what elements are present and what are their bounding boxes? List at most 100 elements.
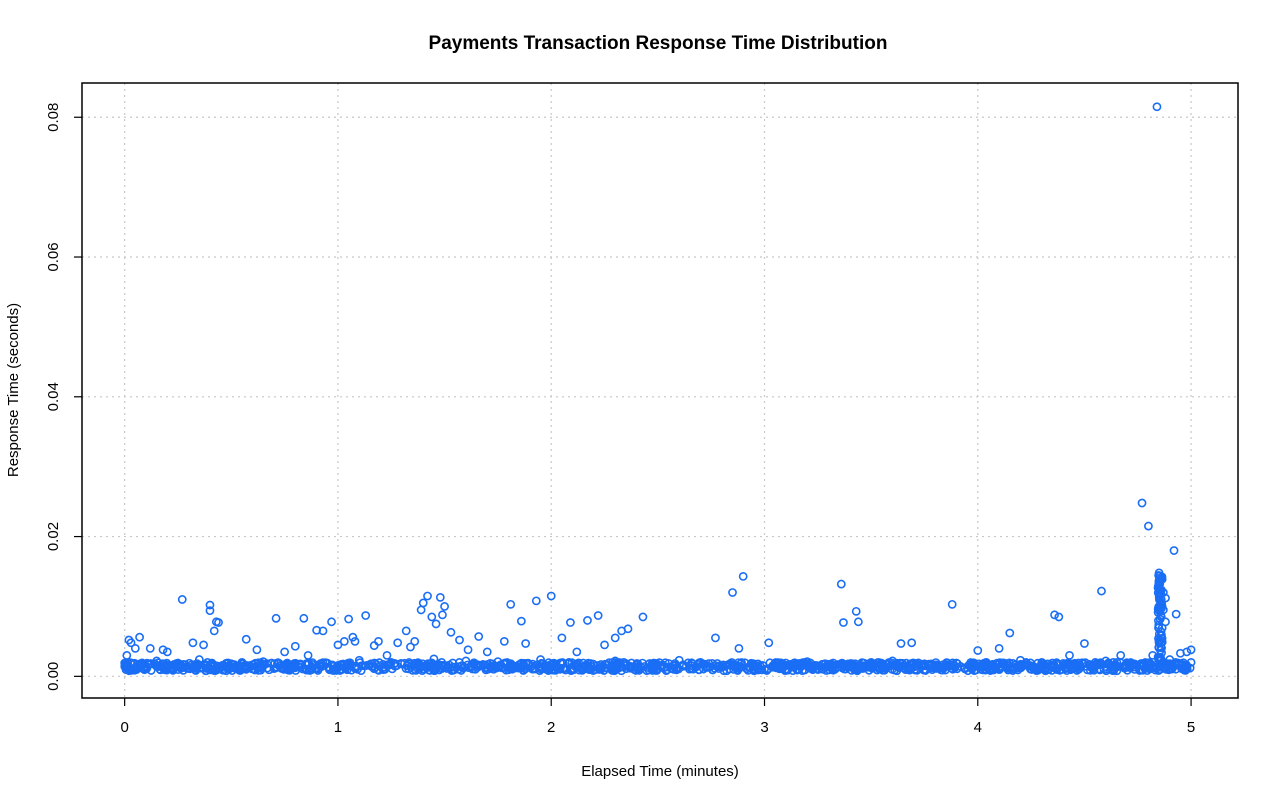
data-point <box>429 654 439 664</box>
baseline-point <box>1164 664 1174 674</box>
baseline-point <box>129 665 139 675</box>
data-point <box>1154 568 1164 578</box>
x-axis-label: Elapsed Time (minutes) <box>581 763 739 780</box>
baseline-point <box>688 659 697 669</box>
baseline-point <box>256 665 266 675</box>
baseline-point <box>719 666 729 676</box>
baseline-point <box>636 663 646 672</box>
baseline-point <box>333 662 343 672</box>
x-tick-label: 1 <box>334 719 342 736</box>
baseline-point <box>1186 658 1196 667</box>
data-point <box>130 643 140 653</box>
baseline-point <box>469 658 479 668</box>
data-point <box>344 614 354 624</box>
data-point <box>482 647 492 657</box>
data-point <box>440 602 449 611</box>
data-point <box>401 626 411 636</box>
x-tick-label: 0 <box>120 719 128 736</box>
data-point <box>1171 609 1181 619</box>
baseline-point <box>792 665 802 675</box>
data-point <box>222 659 232 669</box>
baseline-point <box>599 666 609 675</box>
data-point <box>318 626 328 636</box>
data-point <box>290 641 300 651</box>
baseline-point <box>258 660 268 670</box>
data-point <box>177 595 187 604</box>
x-tick-label: 3 <box>760 719 768 736</box>
data-point <box>418 598 428 608</box>
data-point <box>461 656 471 666</box>
data-point <box>350 636 360 646</box>
baseline-point <box>440 660 450 670</box>
baseline-point <box>813 665 823 674</box>
baseline-point <box>584 664 594 674</box>
data-point <box>493 657 503 667</box>
baseline-point <box>997 662 1007 672</box>
data-point <box>199 640 208 650</box>
baseline-point <box>483 664 493 674</box>
baseline-point <box>191 664 201 673</box>
baseline-point <box>126 658 136 668</box>
data-point <box>824 660 833 669</box>
baseline-point <box>737 658 746 667</box>
baseline-point <box>1171 660 1181 670</box>
baseline-point <box>644 659 654 669</box>
data-point <box>836 579 846 589</box>
data-point <box>271 613 281 623</box>
data-point <box>393 638 403 648</box>
data-point <box>188 638 198 648</box>
data-point <box>1165 655 1175 664</box>
baseline-point <box>378 660 388 669</box>
data-point <box>145 643 155 653</box>
baseline-point <box>976 664 986 674</box>
data-point <box>853 617 863 627</box>
baseline-point <box>1052 658 1062 668</box>
data-point <box>1137 498 1147 508</box>
data-point <box>994 643 1004 653</box>
baseline-point <box>906 659 916 669</box>
y-axis-label: Response Time (seconds) <box>5 303 22 477</box>
data-point <box>361 611 371 620</box>
baseline-point <box>830 664 840 674</box>
data-point <box>984 660 993 669</box>
baseline-point <box>936 665 946 675</box>
data-point <box>333 640 343 650</box>
baseline-point <box>361 661 371 670</box>
data-point <box>427 612 437 622</box>
data-point <box>973 646 983 655</box>
data-point <box>578 658 588 668</box>
y-tick-label: 0.00 <box>45 662 62 691</box>
baseline-point <box>1053 659 1063 669</box>
data-point <box>1080 639 1089 648</box>
baseline-point <box>456 666 466 675</box>
baseline-point <box>592 661 602 670</box>
data-point <box>1156 574 1166 583</box>
data-point <box>354 655 364 665</box>
data-point <box>303 650 313 660</box>
baseline-point <box>772 663 781 673</box>
baseline-point <box>966 660 976 670</box>
baseline-point <box>220 661 229 671</box>
data-point <box>1116 650 1126 660</box>
baseline-point <box>782 664 792 674</box>
spike-point <box>1153 583 1163 593</box>
data-points <box>120 102 1196 676</box>
baseline-point <box>434 665 444 675</box>
data-point <box>1158 588 1168 597</box>
baseline-point <box>357 661 366 671</box>
baseline-point <box>1145 664 1155 674</box>
data-point <box>907 638 917 648</box>
baseline-point <box>302 660 311 670</box>
data-point <box>1050 610 1059 620</box>
baseline-point <box>378 665 388 674</box>
baseline-point <box>743 665 753 675</box>
data-point <box>322 658 332 668</box>
data-point <box>1005 628 1015 638</box>
data-point <box>696 657 705 667</box>
baseline-point <box>520 664 530 673</box>
data-point <box>536 655 545 664</box>
baseline-point <box>245 661 255 670</box>
baseline-point <box>343 658 353 668</box>
baseline-point <box>235 665 244 675</box>
y-tick-label: 0.04 <box>45 382 62 411</box>
